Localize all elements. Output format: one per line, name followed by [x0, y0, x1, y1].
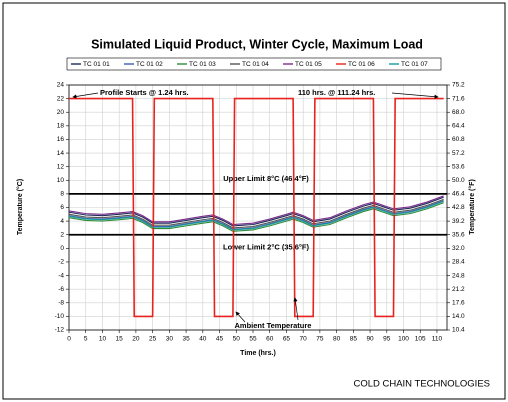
annotation-arrow [391, 92, 439, 99]
series-line [69, 97, 444, 318]
annotation-arrow [235, 311, 246, 323]
y2-tick-label: 64.4 [452, 123, 465, 130]
x-tick-label: 65 [283, 336, 291, 343]
x-tick-label: 90 [366, 336, 374, 343]
x-tick-label: 75 [316, 336, 324, 343]
x-tick-label: 55 [249, 336, 257, 343]
x-tick-label: 105 [415, 336, 426, 343]
x-tick-label: 35 [182, 336, 190, 343]
series-line [68, 200, 444, 230]
x-tick-label: 60 [266, 336, 274, 343]
footer: COLD CHAIN TECHNOLOGIES [353, 379, 490, 390]
legend-label: TC 01 05 [295, 61, 322, 68]
y-tick-label: 12 [57, 163, 65, 170]
x-tick-label: 25 [149, 336, 157, 343]
series-line [68, 200, 444, 231]
y2-tick-label: 60.8 [452, 136, 465, 143]
y2-tick-label: 35.6 [452, 231, 465, 238]
y2-tick-label: 14.0 [452, 313, 465, 320]
series-line [68, 195, 444, 226]
y2-tick-label: 46.4 [452, 191, 465, 198]
limit-label: Lower Limit 2°C (35.6°F) [223, 243, 310, 252]
y2-tick-label: 71.6 [452, 95, 465, 102]
y-tick-label: 16 [57, 136, 65, 143]
y-tick-label: 18 [57, 123, 65, 130]
y-tick-label: 22 [57, 95, 65, 102]
y-tick-label: 0 [60, 245, 64, 252]
y2-tick-label: 17.6 [452, 299, 465, 306]
x-tick-label: 15 [116, 336, 124, 343]
limit-label: Upper Limit 8°C (46.4°F) [223, 174, 309, 183]
y-tick-label: -4 [58, 272, 64, 279]
chart-title: Simulated Liquid Product, Winter Cycle, … [91, 37, 423, 51]
y-tick-label: -2 [58, 259, 64, 266]
y2-tick-label: 39.2 [452, 218, 465, 225]
y2-tick-label: 10.4 [452, 327, 465, 334]
x-tick-label: 110 [432, 336, 443, 343]
series-line [68, 196, 444, 227]
y2-axis-label: Temperature (°F) [468, 179, 476, 235]
x-tick-label: 20 [132, 336, 140, 343]
y-tick-label: 10 [57, 177, 65, 184]
y-tick-label: 14 [57, 150, 65, 157]
annotation: Ambient Temperature [235, 321, 312, 330]
y-tick-label: -8 [58, 299, 64, 306]
series-line [68, 198, 444, 229]
legend-label: TC 01 03 [189, 61, 216, 68]
x-tick-label: 30 [166, 336, 174, 343]
annotation: Profile Starts @ 1.24 hrs. [100, 88, 189, 97]
x-tick-label: 85 [350, 336, 358, 343]
x-tick-label: 95 [383, 336, 391, 343]
x-tick-label: 70 [300, 336, 308, 343]
x-tick-label: 45 [216, 336, 224, 343]
y-axis-label: Temperature (°C) [16, 179, 24, 235]
legend-label: TC 01 04 [242, 61, 269, 68]
y-tick-label: 2 [60, 231, 64, 238]
legend-label: TC 01 07 [401, 61, 428, 68]
y2-tick-label: 24.8 [452, 272, 465, 279]
y2-tick-label: 32.0 [452, 245, 465, 252]
legend-label: TC 01 02 [136, 61, 163, 68]
plot-border [68, 84, 448, 331]
y-tick-label: 6 [60, 204, 64, 211]
y-tick-label: 8 [60, 191, 64, 198]
x-tick-label: 0 [67, 336, 71, 343]
annotation: 110 hrs. @ 111.24 hrs. [298, 88, 375, 97]
y2-tick-label: 68.0 [452, 109, 465, 116]
x-tick-label: 50 [233, 336, 241, 343]
y-tick-label: 24 [57, 82, 65, 89]
y-tick-label: 4 [60, 218, 64, 225]
y2-tick-label: 50.0 [452, 177, 465, 184]
legend-label: TC 01 06 [348, 61, 375, 68]
y2-tick-label: 75.2 [452, 82, 465, 89]
annotation-arrow [293, 297, 299, 321]
y-tick-label: -12 [55, 327, 65, 334]
annotation-arrow [72, 92, 99, 99]
legend-label: TC 01 01 [83, 61, 110, 68]
x-axis-label: Time (hrs.) [240, 350, 276, 357]
legend-box [66, 57, 442, 71]
y-tick-label: -6 [58, 286, 64, 293]
y2-tick-label: 53.6 [452, 163, 465, 170]
y2-tick-label: 57.2 [452, 150, 465, 157]
x-tick-label: 80 [333, 336, 341, 343]
x-tick-label: 5 [84, 336, 88, 343]
series-line [68, 202, 444, 232]
y2-tick-label: 42.8 [452, 204, 465, 211]
y-tick-label: 20 [57, 109, 65, 116]
x-tick-label: 40 [199, 336, 207, 343]
x-tick-label: 10 [99, 336, 107, 343]
x-tick-label: 100 [398, 336, 409, 343]
y2-tick-label: 21.2 [452, 286, 465, 293]
y-tick-label: -10 [55, 313, 65, 320]
y2-tick-label: 28.4 [452, 259, 465, 266]
